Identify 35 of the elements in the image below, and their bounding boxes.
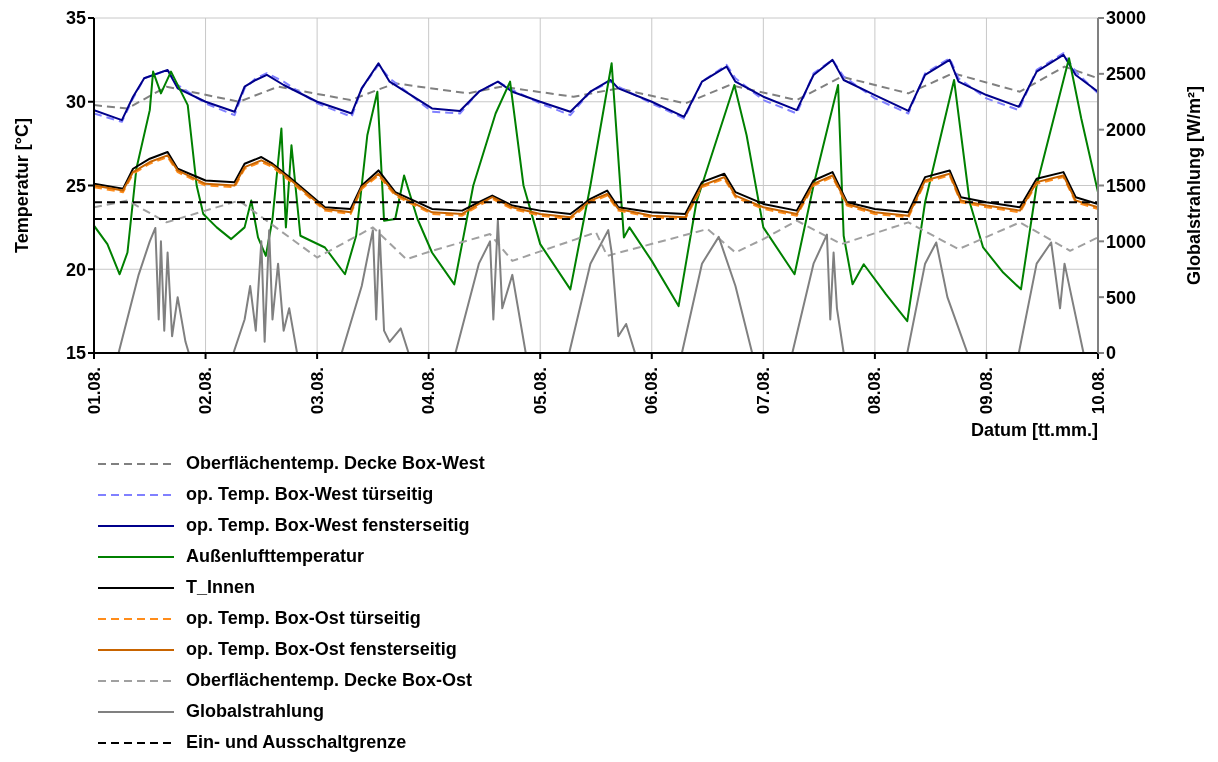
y2-tick-label: 500 xyxy=(1106,287,1137,308)
y2-tick-label: 2000 xyxy=(1106,120,1147,141)
legend-label: op. Temp. Box-Ost fensterseitig xyxy=(186,639,457,660)
y2-tick-label: 0 xyxy=(1106,343,1117,364)
y2-tick-label: 3000 xyxy=(1106,8,1147,29)
legend-label: op. Temp. Box-West türseitig xyxy=(186,484,434,505)
legend-label: Globalstrahlung xyxy=(186,701,325,722)
x-tick-label: 09.08. xyxy=(976,367,996,415)
y-tick-label: 25 xyxy=(65,175,86,196)
legend-label: Ein- und Ausschaltgrenze xyxy=(186,732,407,753)
x-tick-label: 08.08. xyxy=(865,367,885,415)
y-tick-label: 35 xyxy=(65,8,86,29)
y2-tick-label: 1500 xyxy=(1106,175,1147,196)
y-axis-title: Temperatur [°C] xyxy=(12,118,33,253)
legend-label: op. Temp. Box-Ost türseitig xyxy=(186,608,421,629)
x-tick-label: 07.08. xyxy=(753,367,773,415)
x-tick-label: 01.08. xyxy=(84,367,104,415)
x-tick-label: 06.08. xyxy=(642,367,662,415)
x-tick-label: 10.08. xyxy=(1088,367,1108,415)
x-tick-label: 05.08. xyxy=(530,367,550,415)
legend-label: Oberflächentemp. Decke Box-West xyxy=(186,453,485,474)
x-tick-label: 04.08. xyxy=(419,367,439,415)
y-tick-label: 20 xyxy=(65,259,86,280)
x-tick-label: 03.08. xyxy=(307,367,327,415)
legend-label: Oberflächentemp. Decke Box-Ost xyxy=(186,670,473,691)
legend-label: op. Temp. Box-West fensterseitig xyxy=(186,515,470,536)
y-tick-label: 30 xyxy=(65,92,86,113)
x-axis-title: Datum [tt.mm.] xyxy=(970,420,1098,441)
y2-tick-label: 1000 xyxy=(1106,231,1147,252)
y2-axis-title: Globalstrahlung [W/m²] xyxy=(1184,86,1205,285)
y2-tick-label: 2500 xyxy=(1106,64,1147,85)
legend-label: T_Innen xyxy=(186,577,256,598)
y-tick-label: 15 xyxy=(65,343,86,364)
legend-label: Außenlufttemperatur xyxy=(186,546,365,567)
x-tick-label: 02.08. xyxy=(196,367,216,415)
